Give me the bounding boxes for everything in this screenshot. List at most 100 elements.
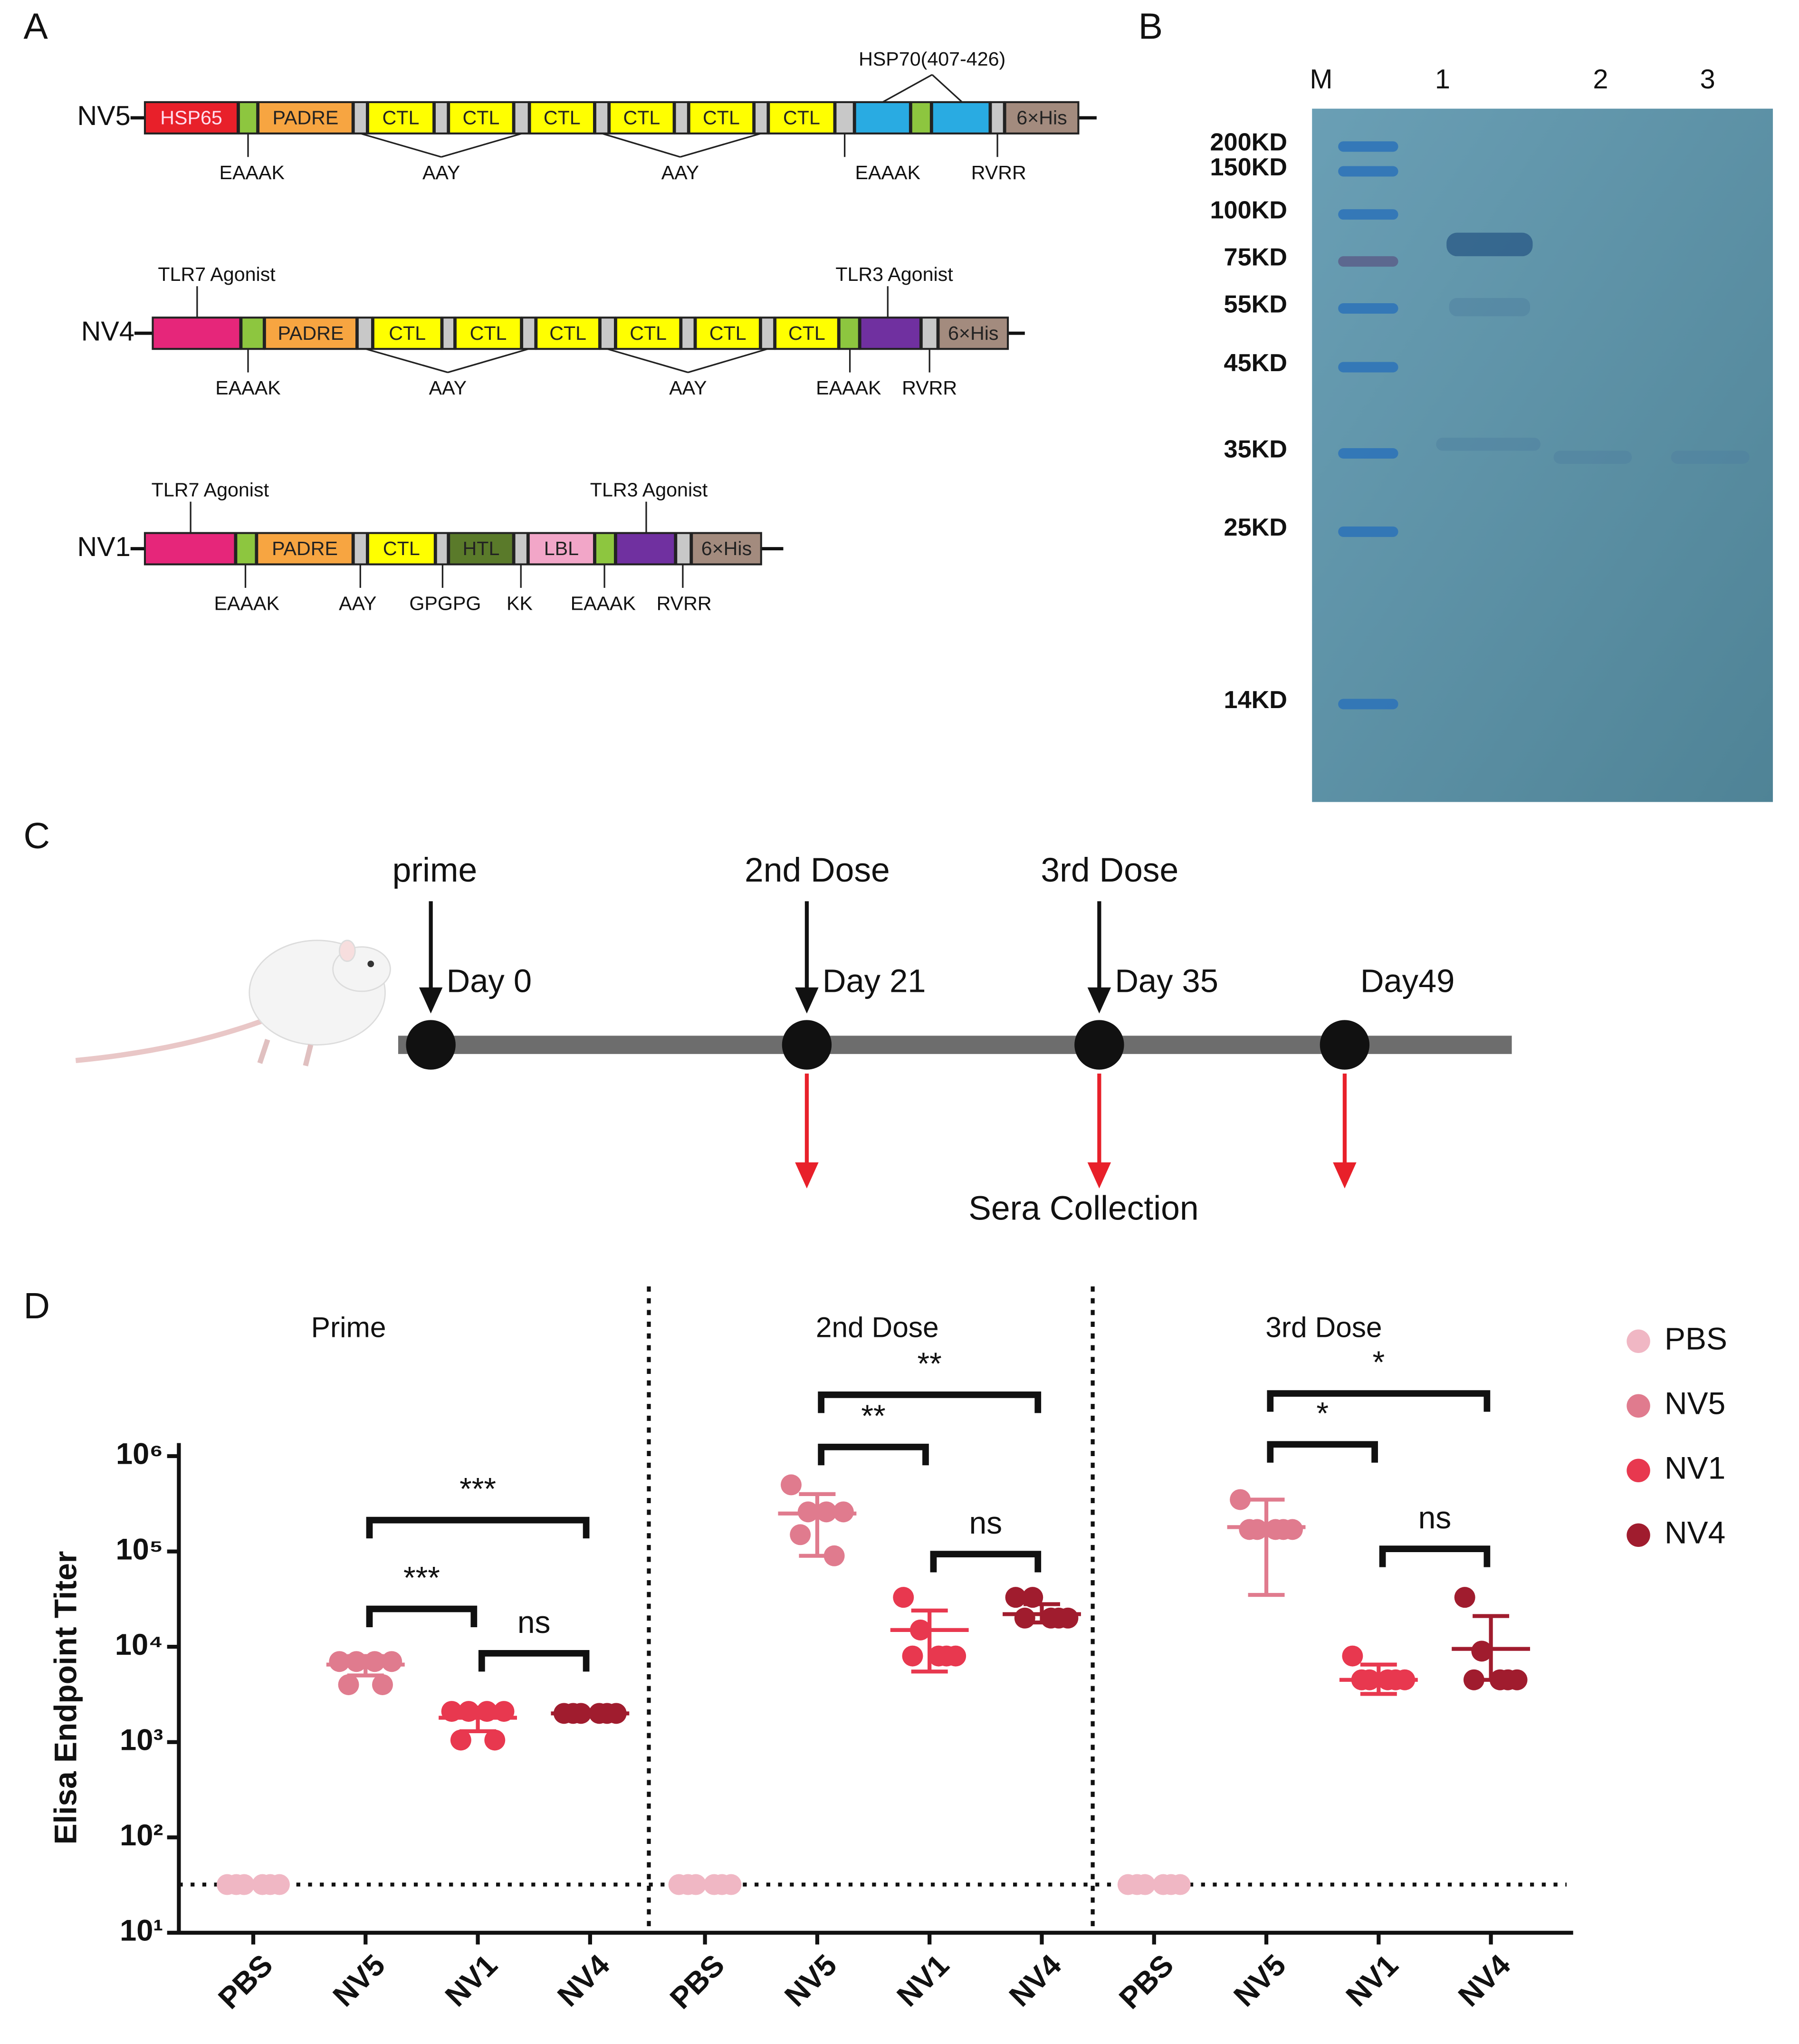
legend-marker — [1627, 1394, 1650, 1418]
marker-band — [1338, 303, 1398, 314]
segment — [372, 317, 442, 350]
data-point — [780, 1474, 802, 1496]
y-axis-label: Elisa Endpoint Titer — [48, 1551, 83, 1844]
segment — [433, 101, 449, 134]
linker-label: RVRR — [902, 377, 957, 399]
segment-label: CTL — [703, 107, 740, 129]
marker-label: 150KD — [1210, 154, 1287, 181]
y-tick-label: 10⁶ — [116, 1438, 163, 1471]
data-point — [893, 1587, 914, 1608]
segment-label: 6×His — [701, 537, 752, 559]
collection-arrowhead — [795, 1162, 819, 1189]
marker-band — [1338, 526, 1398, 537]
day-label: Day 21 — [823, 963, 926, 999]
segment — [834, 101, 855, 134]
segment — [356, 317, 373, 350]
significance-bracket — [818, 1443, 929, 1466]
segment-label: CTL — [549, 322, 586, 344]
linker-line — [365, 348, 448, 374]
x-tick-label: NV1 — [890, 1948, 955, 2013]
segment — [594, 532, 616, 566]
segment — [695, 317, 761, 350]
marker-label: 25KD — [1224, 514, 1287, 541]
linker-line — [679, 133, 762, 158]
marker-label: 100KD — [1210, 196, 1287, 224]
gel-band — [1436, 438, 1541, 451]
marker-label: 45KD — [1224, 349, 1287, 377]
significance-label: *** — [403, 1560, 440, 1595]
linker-label: EAAAK — [215, 377, 281, 399]
linker-label: EAAAK — [855, 162, 921, 183]
segment — [240, 317, 265, 350]
y-tick-label: 10² — [120, 1819, 163, 1852]
construct-name: NV4 — [81, 316, 134, 346]
segment — [441, 317, 456, 350]
legend-marker — [1627, 1329, 1650, 1353]
marker-band — [1338, 256, 1398, 267]
segment — [256, 532, 354, 566]
segment — [675, 532, 692, 566]
dose-arrowhead — [1087, 987, 1111, 1014]
x-tick-label: NV5 — [1227, 1948, 1292, 2013]
linker-label: GPGPG — [409, 593, 481, 614]
marker-label: 200KD — [1210, 129, 1287, 156]
x-tick-label: PBS — [1113, 1948, 1180, 2015]
segment-label: CTL — [383, 107, 420, 129]
significance-label: * — [1372, 1344, 1385, 1380]
panel-letter: B — [1139, 6, 1163, 47]
segment — [1004, 101, 1080, 134]
day-label: Day49 — [1360, 963, 1455, 999]
dose-label: 3rd Dose — [1041, 851, 1178, 889]
data-point — [381, 1651, 402, 1672]
data-point — [259, 1874, 281, 1895]
x-tick-label: NV5 — [327, 1948, 392, 2013]
segment — [353, 532, 368, 566]
collection-arrowhead — [1333, 1162, 1357, 1189]
segment-label: CTL — [389, 322, 426, 344]
marker-label: 35KD — [1224, 435, 1287, 463]
linker-label: AAY — [669, 377, 707, 399]
data-point — [1239, 1519, 1260, 1540]
data-point — [1471, 1641, 1493, 1662]
linker-label: KK — [507, 593, 533, 614]
segment — [235, 532, 257, 566]
segment — [753, 101, 769, 134]
collection-arrowhead — [1087, 1162, 1111, 1189]
segment — [448, 101, 514, 134]
significance-bracket — [366, 1516, 590, 1539]
timepoint — [1320, 1020, 1370, 1070]
dose-label: 2nd Dose — [745, 851, 890, 889]
segment — [454, 317, 522, 350]
timepoint — [1074, 1020, 1124, 1070]
segment — [264, 317, 358, 350]
data-point — [711, 1874, 733, 1895]
segment-label: 6×His — [1016, 107, 1067, 129]
data-point — [1014, 1607, 1035, 1629]
segment — [680, 317, 696, 350]
segment — [774, 317, 839, 350]
legend-marker — [1627, 1459, 1650, 1482]
segment-label: CTL — [783, 107, 820, 129]
segment — [529, 101, 595, 134]
significance-label: ** — [861, 1398, 885, 1433]
linker-line — [441, 133, 523, 158]
legend-marker — [1627, 1523, 1650, 1547]
gel-band — [1671, 451, 1750, 464]
data-point — [1230, 1489, 1251, 1510]
segment — [257, 101, 354, 134]
significance-bracket — [1267, 1390, 1491, 1412]
panel-letter: C — [23, 816, 50, 856]
marker-band — [1338, 141, 1398, 152]
legend-label: NV1 — [1665, 1450, 1725, 1486]
collection-label: Sera Collection — [968, 1189, 1198, 1227]
segment-label: PADRE — [272, 107, 338, 129]
linker-label: RVRR — [971, 162, 1026, 183]
gel-band — [1446, 232, 1533, 257]
marker-label: 55KD — [1224, 290, 1287, 318]
linker-line — [447, 348, 529, 374]
linker-label: EAAAK — [571, 593, 636, 614]
segment — [594, 101, 610, 134]
timepoint — [782, 1020, 832, 1070]
lane-label: 3 — [1700, 64, 1715, 95]
data-point — [1342, 1645, 1363, 1667]
